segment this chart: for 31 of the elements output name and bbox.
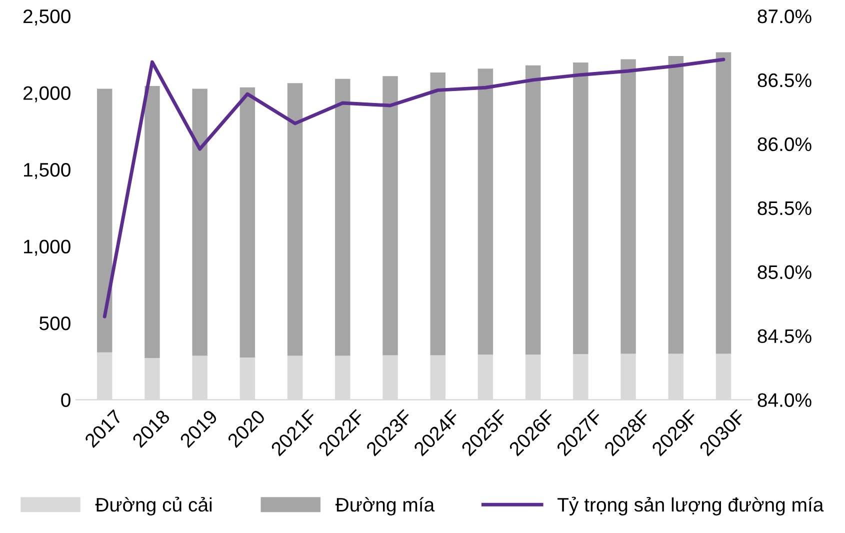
bar (573, 62, 588, 354)
y2-tick-label: 85.5% (758, 201, 812, 216)
y-tick-label: 2,000 (24, 86, 70, 102)
y-tick-label: 2,500 (24, 9, 70, 26)
bar (478, 68, 494, 355)
bar (382, 76, 398, 356)
bar (96, 88, 112, 352)
bar (525, 65, 541, 355)
bar (287, 83, 303, 356)
y2-tick-label: 86.5% (758, 73, 812, 88)
bar (192, 88, 208, 356)
legend-label: Đường củ cải (95, 496, 212, 516)
bar (716, 52, 732, 354)
y2-tick-label: 85.0% (758, 265, 812, 280)
legend-label: Tỷ trọng sản lượng đường mía (558, 496, 824, 516)
y2-tick-label: 87.0% (758, 9, 812, 24)
y-tick-label: 500 (40, 316, 70, 330)
bar (668, 56, 684, 354)
line-series (102, 58, 726, 318)
y2-tick-label: 86.0% (758, 137, 812, 152)
y2-tick-label: 84.5% (758, 329, 812, 344)
y2-tick-label: 84.0% (758, 393, 812, 407)
legend-label: Đường mía (335, 497, 435, 516)
y-tick-label: 1,000 (24, 240, 70, 256)
y-tick-label: 1,500 (24, 162, 70, 180)
bar (620, 59, 636, 354)
bar (335, 78, 350, 356)
bar (144, 86, 160, 358)
bar (240, 87, 256, 358)
y-tick-label: 0 (61, 393, 70, 407)
bar (430, 72, 446, 356)
